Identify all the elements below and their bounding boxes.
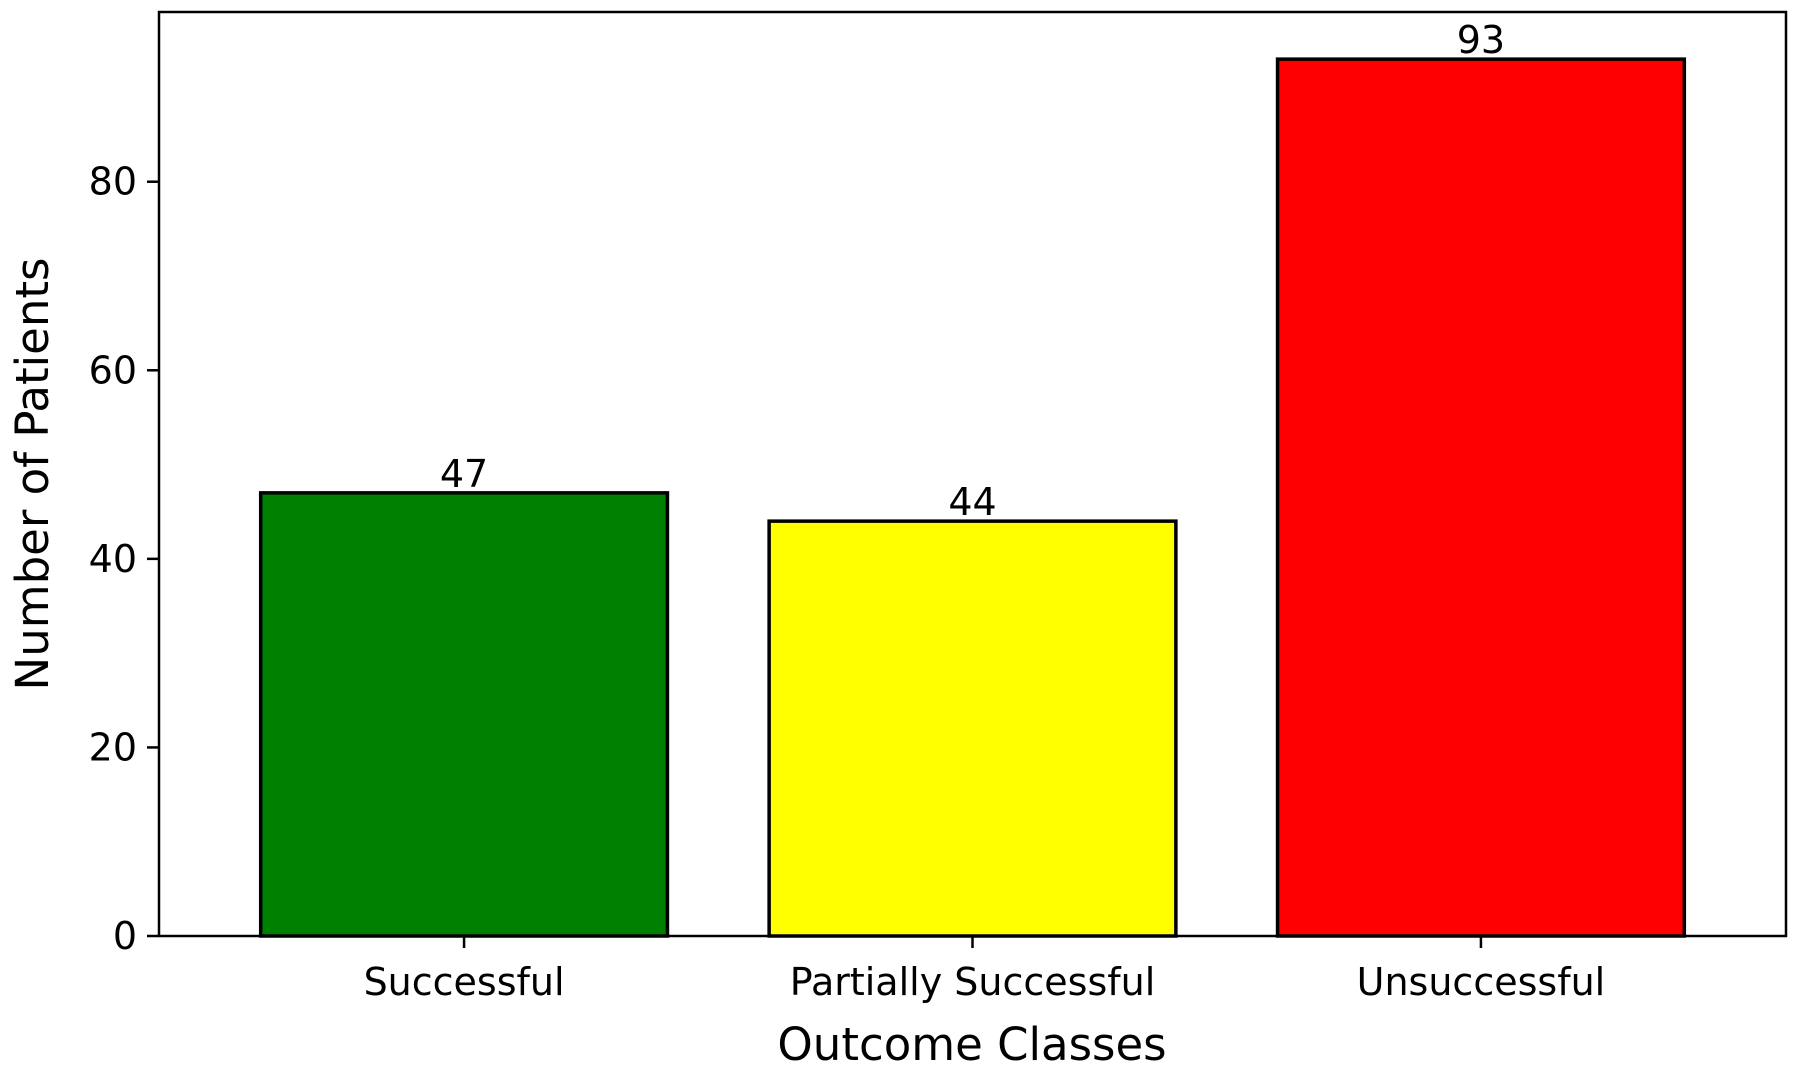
y-tick-label: 0 — [113, 914, 137, 958]
y-tick-label: 40 — [89, 537, 137, 581]
y-tick-label: 20 — [89, 725, 137, 769]
bar-value-labels: 47 44 93 — [440, 18, 1505, 524]
x-tick-label: Partially Successful — [790, 960, 1156, 1004]
y-tick-label: 60 — [89, 348, 137, 392]
bar-value-label: 44 — [948, 480, 996, 524]
x-tick-label: Unsuccessful — [1357, 960, 1606, 1004]
bar-unsuccessful — [1275, 57, 1687, 938]
x-axis-title: Outcome Classes — [777, 1018, 1166, 1068]
bar-partially-successful — [767, 519, 1178, 938]
y-tick-label: 80 — [89, 160, 137, 204]
x-tick-label: Successful — [364, 960, 565, 1004]
bar-successful — [258, 491, 670, 938]
bars — [258, 57, 1687, 938]
y-axis-ticks: 0 20 40 60 80 — [89, 160, 159, 958]
x-axis-ticks: Successful Partially Successful Unsuccessf… — [364, 936, 1606, 1004]
y-axis-title: Number of Patients — [6, 258, 59, 691]
plot-frame — [157, 10, 1788, 938]
bar-value-label: 93 — [1457, 18, 1505, 62]
bar-value-label: 47 — [440, 452, 488, 496]
